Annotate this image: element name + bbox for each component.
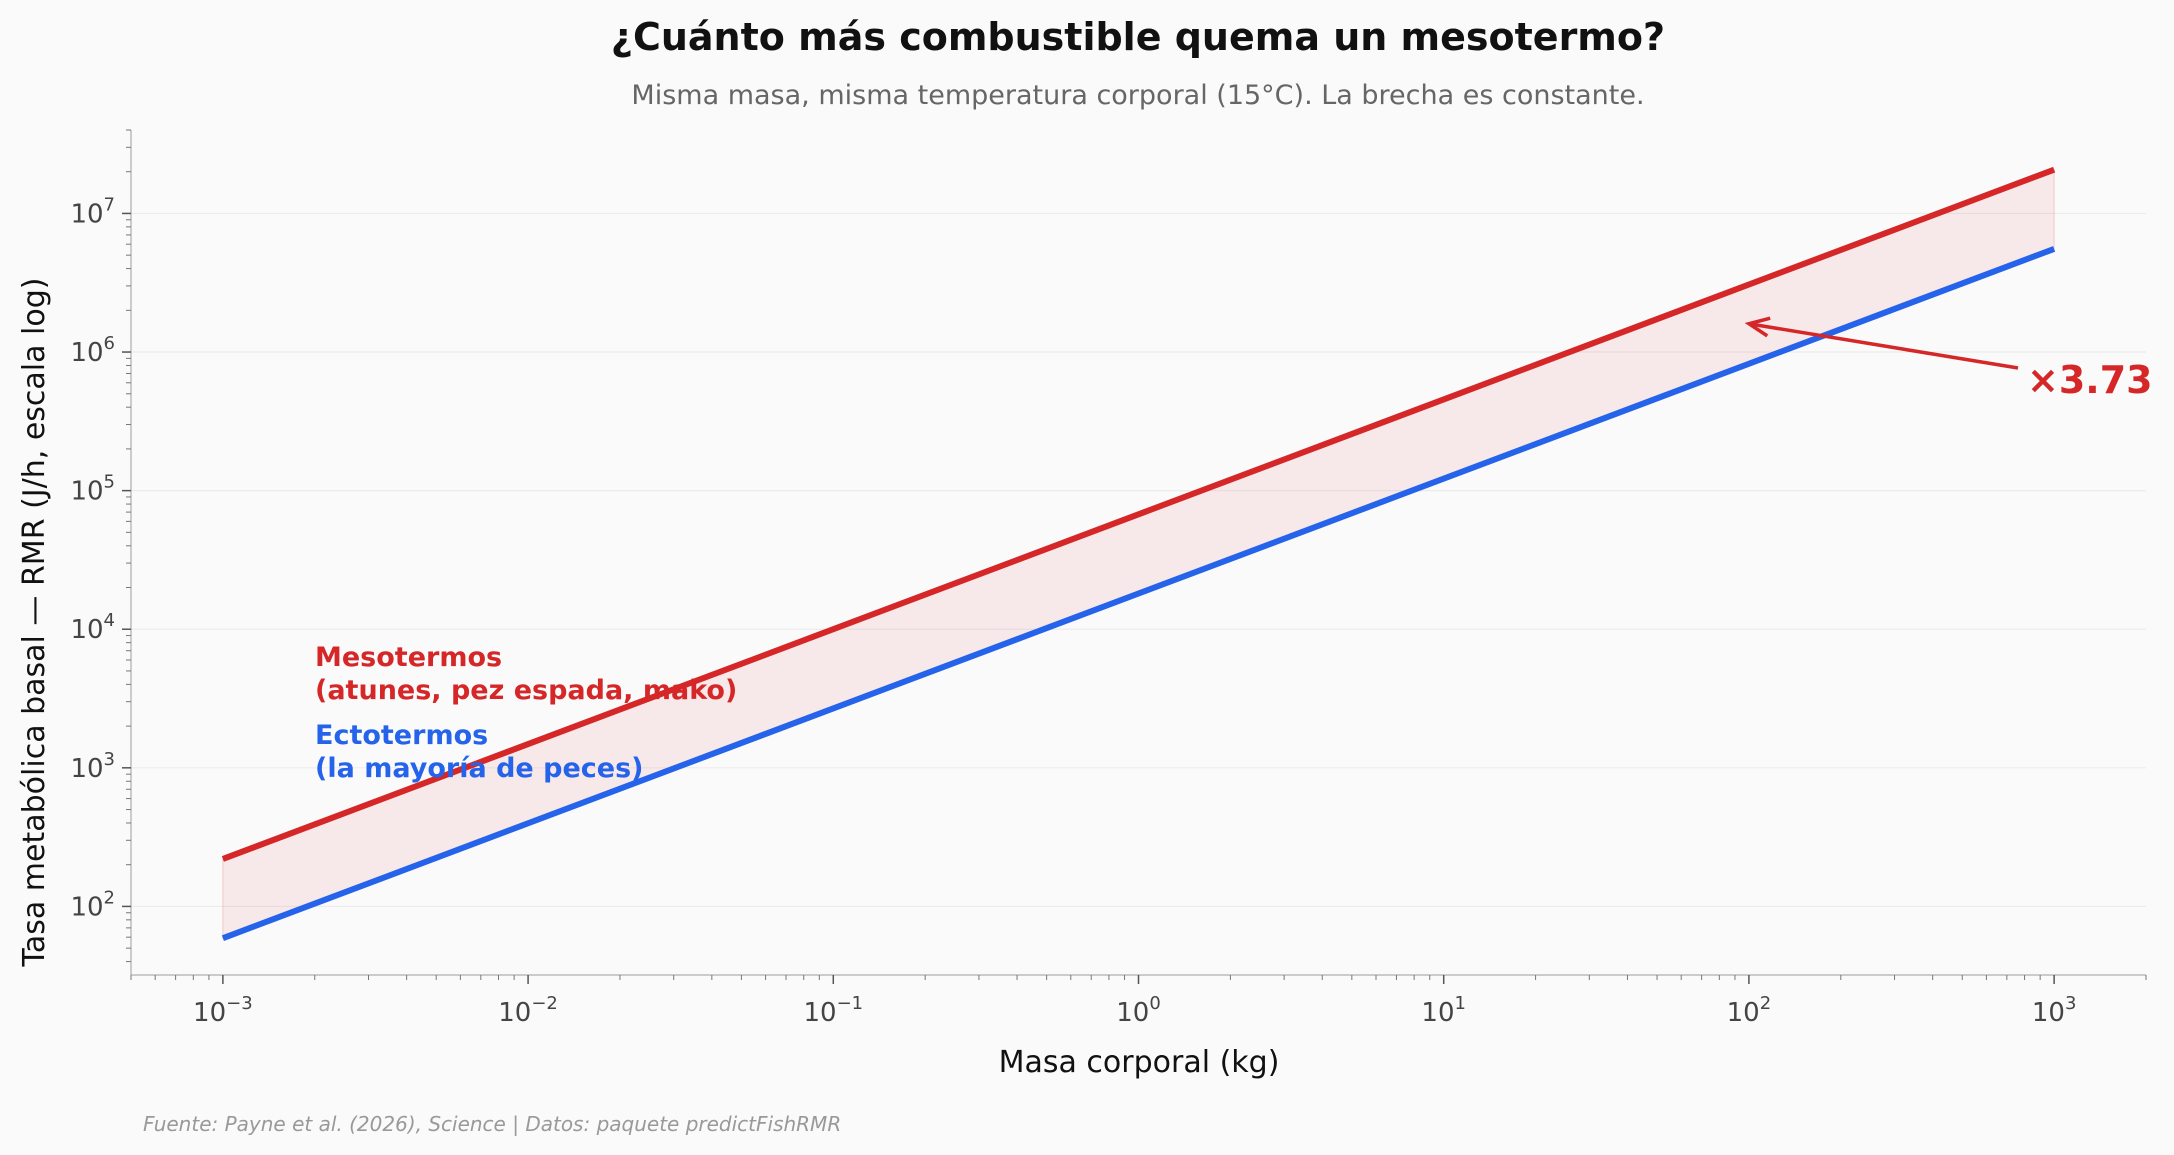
series-line-ectotermos (221, 246, 2056, 941)
axes: 10−3 10−2 10−1 100 101 102 103 102 103 104 105 106… (70, 129, 2147, 1028)
x-tick-label: 10−2 (498, 993, 558, 1028)
series-lines (221, 166, 2056, 941)
x-tick-label: 10−1 (803, 993, 863, 1028)
y-tick-label: 105 (70, 472, 115, 507)
source-note: Fuente: Payne et al. (2026), Science | D… (143, 1112, 841, 1136)
series-label-mesotermos: Mesotermos (atunes, pez espada, mako) (315, 642, 737, 706)
series-line-mesotermos (221, 166, 2056, 862)
series-label-ectotermos: Ectotermos (la mayoría de peces) (315, 720, 643, 784)
series-labels: Mesotermos (atunes, pez espada, mako) Ecto… (315, 642, 737, 784)
y-tick-label: 106 (70, 333, 115, 368)
annotation-arrow (1748, 322, 2019, 370)
x-ticks: 10−3 10−2 10−1 100 101 102 103 (130, 975, 2147, 1028)
ratio-band (222, 168, 2055, 939)
x-tick-label: 101 (1421, 993, 1466, 1028)
y-tick-label: 104 (70, 610, 115, 645)
x-tick-label: 10−3 (193, 993, 253, 1028)
y-axis-label: Tasa metabólica basal — RMR (J/h, escala… (17, 278, 52, 968)
y-tick-label: 103 (70, 749, 115, 784)
x-tick-label: 100 (1116, 993, 1161, 1028)
annotation-ratio-text: ×3.73 (2027, 358, 2153, 402)
x-tick-label: 102 (1727, 993, 1772, 1028)
x-axis-label: Masa corporal (kg) (999, 1045, 1280, 1080)
y-ticks: 102 103 104 105 106 107 (70, 129, 131, 963)
annotation-arrowhead (1744, 316, 1771, 338)
y-tick-label: 102 (70, 887, 115, 922)
y-tick-label: 107 (70, 194, 115, 229)
ratio-annotation: ×3.73 (1744, 316, 2153, 402)
chart-title: ¿Cuánto más combustible quema un mesoter… (611, 15, 1665, 59)
chart-subtitle: Misma masa, misma temperatura corporal (… (631, 80, 1644, 111)
x-tick-label: 103 (2032, 993, 2077, 1028)
